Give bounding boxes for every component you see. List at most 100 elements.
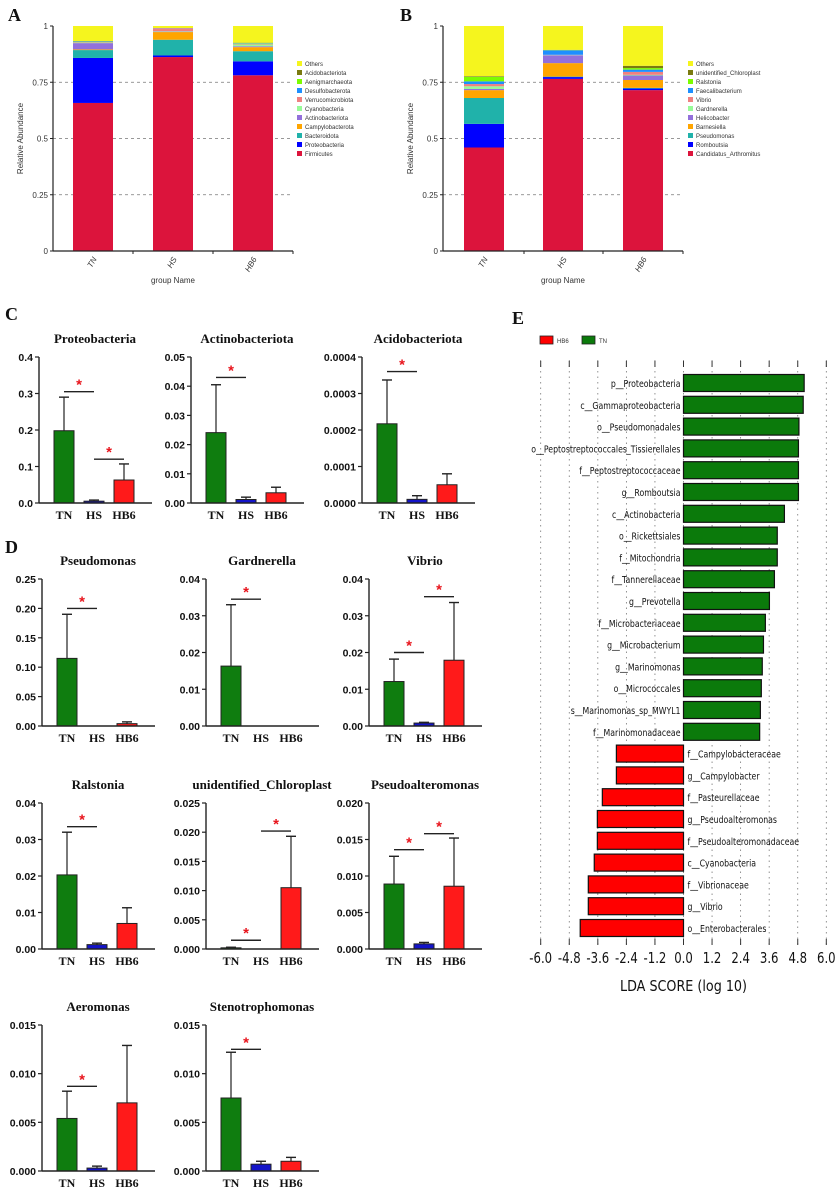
x-tick-label: 1.2 bbox=[703, 951, 722, 968]
legend-label: Vibrio bbox=[696, 98, 712, 104]
stack-segment-firmicutes-hs bbox=[153, 57, 193, 251]
lda-bar-tn bbox=[682, 570, 776, 589]
stack-segment-cyanobacteria-tn bbox=[73, 42, 113, 44]
bar-tn bbox=[376, 423, 398, 504]
lda-bar-hb6 bbox=[615, 766, 685, 785]
panel-title: Aeromonas bbox=[66, 999, 129, 1014]
legend-swatch bbox=[688, 70, 693, 75]
stack-segment-others-tn bbox=[464, 26, 504, 77]
legend-label: Aenigmarchaeota bbox=[305, 80, 353, 86]
significance-star: * bbox=[79, 593, 85, 610]
lda-feature-label: f__Marinomonadaceae bbox=[593, 728, 681, 739]
y-tick-label: 0.00 bbox=[343, 721, 364, 733]
legend-label: Others bbox=[305, 62, 323, 68]
stack-segment-others-hs bbox=[543, 26, 583, 50]
x-tick-label: HB6 bbox=[442, 731, 465, 745]
stack-segment-bacteroidota-hs bbox=[153, 39, 193, 56]
legend-swatch bbox=[297, 115, 302, 120]
legend-swatch bbox=[297, 106, 302, 111]
significance-star: * bbox=[243, 584, 249, 601]
stack-segment-firmicutes-hb6 bbox=[233, 75, 273, 252]
stack-segment-proteobacteria-tn bbox=[73, 57, 113, 103]
legend-swatch bbox=[688, 106, 693, 111]
stack-segment-verrucomicrobiota-hb6 bbox=[233, 43, 273, 45]
y-tick-label: 0.010 bbox=[337, 871, 363, 883]
legend-swatch bbox=[688, 88, 693, 93]
y-tick-label: 0.25 bbox=[422, 191, 438, 200]
stack-segment-helicobacter-hb6 bbox=[623, 75, 663, 80]
stack-segment-pseudomonas-tn bbox=[464, 98, 504, 124]
panel-title: Pseudomonas bbox=[60, 553, 136, 568]
y-tick-label: 0.015 bbox=[337, 835, 363, 847]
stack-segment-romboutsia-hs bbox=[543, 77, 583, 79]
stack-segment-ralstonia-tn bbox=[464, 76, 504, 82]
x-tick-label: HB6 bbox=[115, 954, 138, 968]
stack-segment-faecalibacterium-hs bbox=[543, 50, 583, 55]
y-tick-label: 0.15 bbox=[16, 633, 37, 645]
bar-hs bbox=[413, 943, 435, 950]
lda-feature-label: g__Prevotella bbox=[629, 597, 680, 608]
y-tick-label: 0.01 bbox=[16, 908, 37, 920]
lda-feature-label: f__Campylobacteraceae bbox=[688, 750, 782, 761]
lda-feature-label: p__Proteobacteria bbox=[611, 379, 681, 390]
legend-label: Actinobacteriota bbox=[305, 116, 349, 122]
x-tick-label: HB6 bbox=[279, 731, 302, 745]
y-tick-label: 0.03 bbox=[16, 835, 37, 847]
legend-swatch bbox=[688, 133, 693, 138]
panel-letter-a: A bbox=[8, 5, 21, 25]
significance-star: * bbox=[436, 819, 442, 836]
x-tick-label: HS bbox=[165, 255, 179, 270]
legend-label: Pseudomonas bbox=[696, 134, 734, 140]
lda-bar-tn bbox=[682, 657, 763, 676]
stack-segment-proteobacteria-hs bbox=[153, 55, 193, 58]
lda-feature-label: c__Cyanobacteria bbox=[688, 859, 757, 870]
x-tick-label: HS bbox=[253, 731, 269, 745]
bar-tn bbox=[383, 883, 405, 950]
y-tick-label: 0.04 bbox=[343, 574, 364, 586]
y-tick-label: 0.03 bbox=[180, 611, 201, 623]
stack-segment-unidentified-chloroplast-hb6 bbox=[623, 65, 663, 69]
panel-letter-d: D bbox=[5, 537, 18, 557]
legend-label: Ralstonia bbox=[696, 80, 722, 86]
stack-segment-vibrio-hb6 bbox=[623, 71, 663, 75]
x-tick-label: HS bbox=[555, 255, 569, 270]
y-tick-label: 0.75 bbox=[32, 78, 48, 87]
legend-label: Barnesiella bbox=[696, 125, 726, 131]
legend-swatch bbox=[297, 133, 302, 138]
y-tick-label: 0.03 bbox=[165, 410, 186, 422]
panel-title: unidentified_Chloroplast bbox=[192, 777, 332, 792]
stack-segment-romboutsia-tn bbox=[464, 123, 504, 148]
lda-feature-label: f__Microbacteriaceae bbox=[598, 619, 681, 630]
y-axis-title: Relative Abundance bbox=[406, 102, 415, 174]
panel-b: 0 0.25 0.5 0.75 1 TN HS HB6 group Name Relative A… bbox=[406, 22, 761, 285]
panel-a: 0 0.25 0.5 0.75 1 TN HS HB6 group Name Relative A… bbox=[16, 22, 354, 285]
lda-feature-label: f__Tannerellaceae bbox=[612, 575, 681, 586]
y-tick-label: 0.75 bbox=[422, 78, 438, 87]
legend-label: Romboutsia bbox=[696, 143, 729, 149]
y-tick-label: 0.015 bbox=[10, 1020, 36, 1032]
y-tick-label: 0.00 bbox=[16, 721, 37, 733]
stack-segment-proteobacteria-hb6 bbox=[233, 61, 273, 76]
stack-segment-gardnerella-tn bbox=[464, 86, 504, 89]
x-tick-label: HB6 bbox=[435, 508, 458, 522]
significance-star: * bbox=[436, 582, 442, 599]
legend-swatch bbox=[297, 70, 302, 75]
stack-segment-gardnerella-hb6 bbox=[623, 74, 663, 76]
legend-swatch-tn bbox=[581, 335, 596, 345]
y-tick-label: 0.000 bbox=[337, 944, 363, 956]
legend-swatch bbox=[297, 79, 302, 84]
stack-segment-helicobacter-hs bbox=[543, 55, 583, 64]
stack-segment-bacteroidota-tn bbox=[73, 50, 113, 58]
bar-panel-proteobacteria: Proteobacteria 0.0 0.1 0.2 0.3 0.4 TN HS HB6 * * bbox=[18, 331, 152, 522]
lda-feature-label: f__Pseudoalteromonadaceae bbox=[688, 837, 800, 848]
legend-swatch bbox=[297, 124, 302, 129]
y-tick-label: 0.5 bbox=[427, 135, 439, 144]
legend-label: Cyanobacteria bbox=[305, 107, 344, 113]
legend-label: Others bbox=[696, 62, 714, 68]
lda-feature-label: f__Vibrionaceae bbox=[688, 881, 750, 892]
y-tick-label: 0.005 bbox=[10, 1117, 36, 1129]
significance-star: * bbox=[406, 835, 412, 852]
x-axis-title: group Name bbox=[541, 276, 586, 285]
x-tick-label: HB6 bbox=[243, 255, 259, 273]
x-tick-label: HB6 bbox=[115, 731, 138, 745]
